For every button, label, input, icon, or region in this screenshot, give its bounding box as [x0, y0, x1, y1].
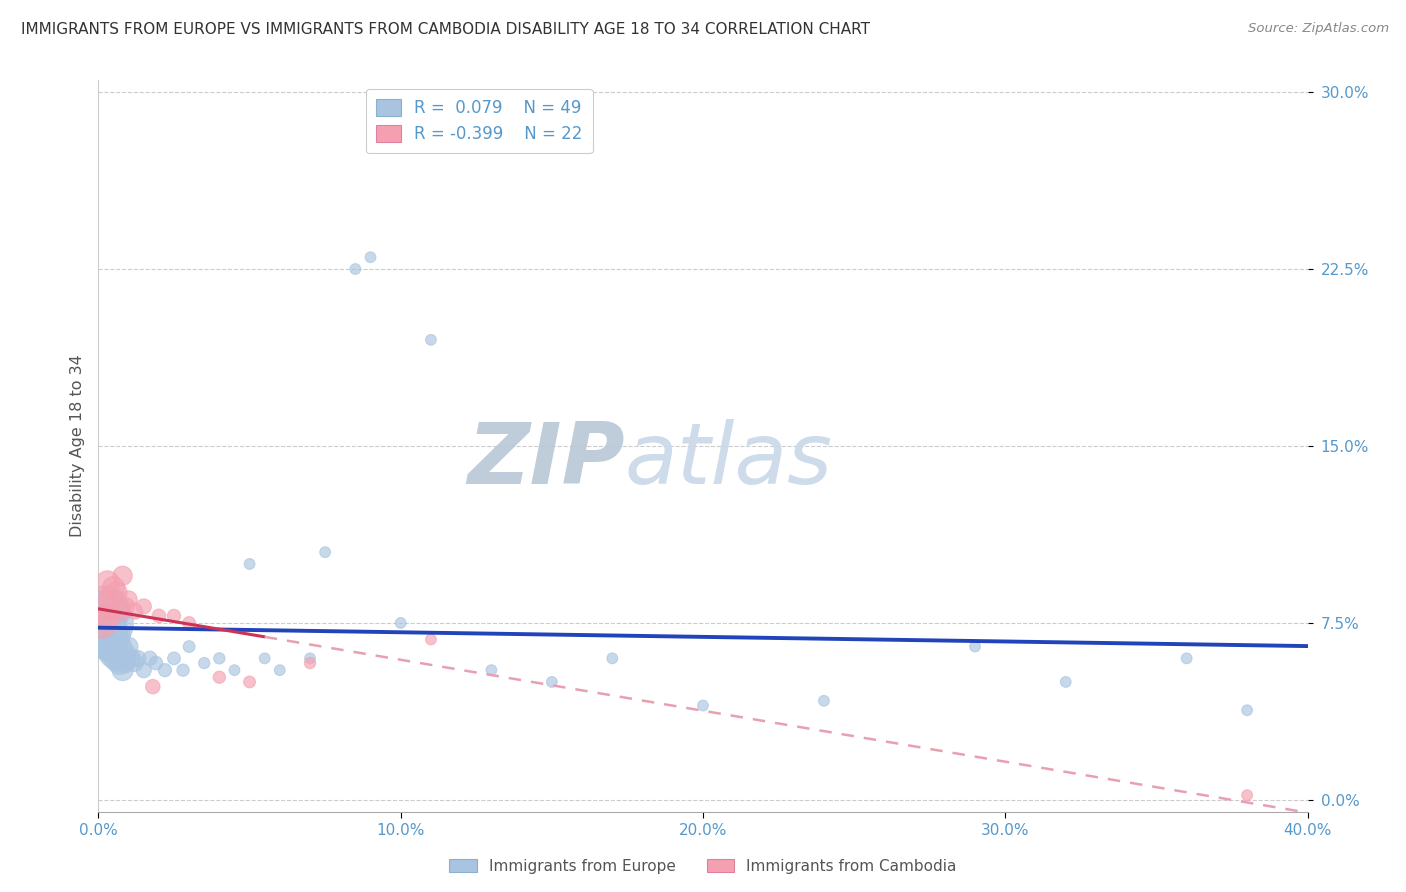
Point: [299, 656, 322, 670]
Point: [1054, 675, 1077, 690]
Point: [96, 632, 118, 647]
Point: [540, 675, 562, 690]
Point: [172, 663, 194, 677]
Point: [90, 615, 112, 630]
Point: [208, 670, 231, 684]
Point: [93, 599, 115, 614]
Legend: R =  0.079    N = 49, R = -0.399    N = 22: R = 0.079 N = 49, R = -0.399 N = 22: [366, 88, 593, 153]
Point: [118, 640, 141, 654]
Point: [1236, 788, 1258, 802]
Point: [121, 651, 143, 665]
Point: [389, 615, 412, 630]
Point: [360, 250, 382, 264]
Point: [103, 647, 125, 661]
Point: [114, 599, 136, 614]
Point: [253, 651, 276, 665]
Point: [111, 651, 134, 665]
Point: [193, 656, 215, 670]
Point: [179, 640, 201, 654]
Point: [111, 568, 134, 582]
Point: [132, 663, 155, 677]
Text: ZIP: ZIP: [467, 419, 624, 502]
Point: [108, 640, 131, 654]
Point: [344, 262, 367, 277]
Y-axis label: Disability Age 18 to 34: Disability Age 18 to 34: [69, 355, 84, 537]
Point: [314, 545, 336, 559]
Point: [96, 575, 118, 590]
Point: [153, 663, 176, 677]
Point: [163, 608, 186, 623]
Point: [105, 585, 128, 599]
Point: [420, 632, 443, 647]
Point: [239, 675, 262, 690]
Point: [148, 608, 170, 623]
Point: [103, 632, 125, 647]
Point: [224, 663, 246, 677]
Text: Source: ZipAtlas.com: Source: ZipAtlas.com: [1249, 22, 1389, 36]
Point: [111, 663, 134, 677]
Point: [105, 651, 128, 665]
Text: IMMIGRANTS FROM EUROPE VS IMMIGRANTS FROM CAMBODIA DISABILITY AGE 18 TO 34 CORRE: IMMIGRANTS FROM EUROPE VS IMMIGRANTS FRO…: [21, 22, 870, 37]
Point: [108, 656, 131, 670]
Point: [1175, 651, 1198, 665]
Point: [100, 640, 122, 654]
Point: [145, 656, 167, 670]
Point: [96, 608, 118, 623]
Point: [96, 615, 118, 630]
Point: [420, 333, 443, 347]
Point: [239, 557, 262, 571]
Point: [299, 651, 322, 665]
Point: [481, 663, 503, 677]
Point: [965, 640, 987, 654]
Point: [124, 656, 146, 670]
Point: [139, 651, 162, 665]
Point: [93, 604, 115, 618]
Point: [108, 604, 131, 618]
Point: [103, 581, 125, 595]
Point: [692, 698, 714, 713]
Point: [118, 592, 141, 607]
Point: [90, 615, 112, 630]
Point: [269, 663, 291, 677]
Point: [105, 628, 128, 642]
Text: atlas: atlas: [624, 419, 832, 502]
Point: [93, 628, 115, 642]
Point: [142, 680, 165, 694]
Point: [100, 592, 122, 607]
Point: [179, 615, 201, 630]
Point: [100, 623, 122, 637]
Point: [602, 651, 624, 665]
Legend: Immigrants from Europe, Immigrants from Cambodia: Immigrants from Europe, Immigrants from …: [443, 853, 963, 880]
Point: [114, 656, 136, 670]
Point: [208, 651, 231, 665]
Point: [127, 651, 149, 665]
Point: [813, 694, 835, 708]
Point: [124, 604, 146, 618]
Point: [1236, 703, 1258, 717]
Point: [132, 599, 155, 614]
Point: [163, 651, 186, 665]
Point: [114, 647, 136, 661]
